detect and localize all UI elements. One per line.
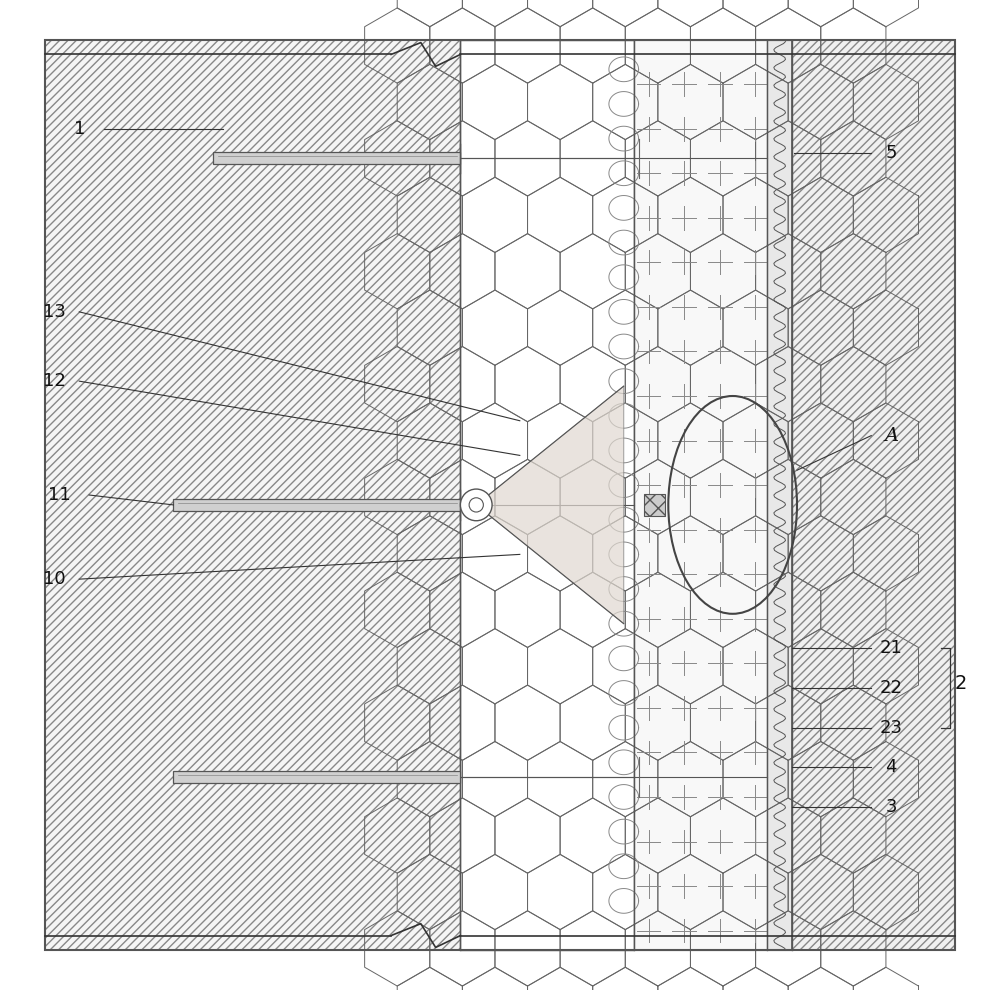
- Bar: [634, 40, 767, 950]
- Bar: [173, 771, 460, 783]
- Text: 21: 21: [880, 640, 902, 657]
- Text: 23: 23: [880, 719, 903, 737]
- Bar: [213, 152, 460, 164]
- Bar: [460, 40, 634, 950]
- Text: 2: 2: [954, 673, 967, 693]
- Circle shape: [460, 489, 492, 521]
- Bar: [45, 40, 460, 950]
- Circle shape: [469, 498, 483, 512]
- Bar: [644, 494, 665, 516]
- Bar: [792, 40, 955, 950]
- Text: 12: 12: [43, 372, 66, 390]
- Bar: [460, 40, 634, 950]
- Text: 22: 22: [880, 679, 903, 697]
- Bar: [460, 40, 634, 950]
- Text: 10: 10: [43, 570, 66, 588]
- Text: 11: 11: [48, 486, 71, 504]
- Text: A: A: [884, 427, 898, 445]
- Polygon shape: [476, 386, 624, 624]
- Text: 1: 1: [74, 120, 85, 138]
- Text: 13: 13: [43, 303, 66, 321]
- Text: 5: 5: [885, 145, 897, 162]
- Bar: [173, 499, 460, 511]
- Text: 4: 4: [885, 758, 897, 776]
- Bar: [767, 40, 792, 950]
- Text: 3: 3: [885, 798, 897, 816]
